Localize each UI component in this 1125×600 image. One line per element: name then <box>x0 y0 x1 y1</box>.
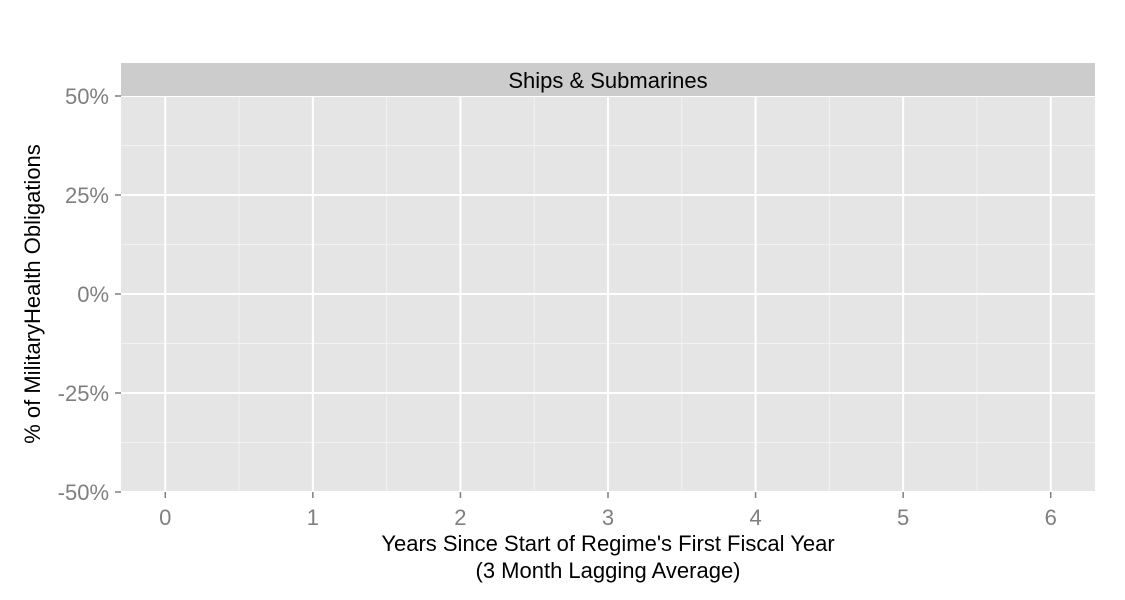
y-tick-label: -25% <box>58 381 109 406</box>
y-axis-title: % of MilitaryHealth Obligations <box>20 144 45 444</box>
x-tick-label: 2 <box>454 505 466 530</box>
x-tick-label: 4 <box>749 505 761 530</box>
facet-strip-label: Ships & Submarines <box>508 68 707 93</box>
y-axis-ticks: -50% -25% 0% 25% 50% <box>58 84 121 505</box>
facet-strip <box>121 63 1095 96</box>
x-tick-label: 6 <box>1045 505 1057 530</box>
x-axis-title: Years Since Start of Regime's First Fisc… <box>381 531 834 556</box>
y-tick-label: 0% <box>77 282 109 307</box>
y-tick-label: 50% <box>65 84 109 109</box>
x-tick-label: 5 <box>897 505 909 530</box>
y-tick-label: -50% <box>58 480 109 505</box>
x-tick-label: 0 <box>159 505 171 530</box>
x-tick-label: 1 <box>307 505 319 530</box>
x-axis-ticks: 0 1 2 3 4 5 6 <box>159 492 1057 530</box>
x-tick-label: 3 <box>602 505 614 530</box>
y-tick-label: 25% <box>65 183 109 208</box>
x-axis-subtitle: (3 Month Lagging Average) <box>476 558 741 583</box>
